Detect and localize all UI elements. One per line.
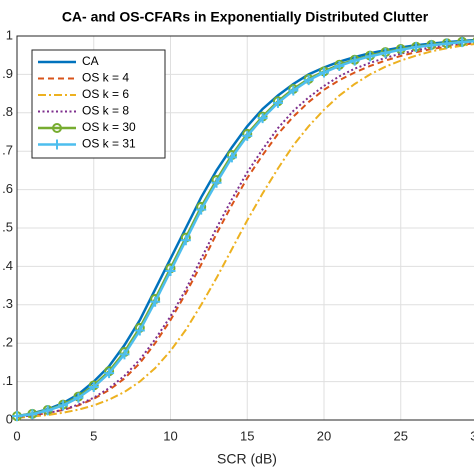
- marker: [334, 60, 345, 71]
- marker: [104, 368, 115, 379]
- marker: [27, 409, 38, 420]
- legend-label: OS k = 30: [82, 120, 136, 134]
- y-tick-label: .8: [2, 104, 13, 119]
- x-tick-label: 25: [394, 428, 408, 443]
- x-tick-label: 30: [470, 428, 474, 443]
- marker: [196, 204, 207, 215]
- line: [16, 42, 474, 418]
- y-tick-label: 1: [6, 27, 13, 42]
- marker: [119, 349, 130, 360]
- marker: [319, 67, 329, 78]
- legend-label: OS k = 8: [82, 104, 129, 118]
- marker: [380, 47, 391, 58]
- marker: [457, 37, 468, 48]
- x-tick-label: 10: [163, 428, 177, 443]
- x-tick-label: 20: [317, 428, 331, 443]
- y-tick-label: .4: [2, 258, 13, 273]
- chart-title: CA- and OS-CFARs in Exponentially Distri…: [62, 9, 429, 25]
- y-tick-label: .1: [2, 373, 13, 388]
- marker: [257, 113, 268, 124]
- marker: [411, 42, 422, 53]
- marker: [242, 130, 253, 141]
- y-tick-label: .6: [2, 181, 13, 196]
- y-tick-label: .3: [2, 296, 13, 311]
- marker: [303, 75, 314, 86]
- legend-label: OS k = 31: [82, 137, 136, 151]
- marker: [441, 38, 452, 49]
- marker: [165, 266, 176, 277]
- x-axis-label: SCR (dB): [217, 451, 277, 467]
- legend-label: CA: [82, 54, 99, 68]
- marker: [180, 235, 191, 246]
- x-tick-label: 0: [13, 428, 20, 443]
- marker: [211, 177, 222, 188]
- marker: [349, 55, 360, 66]
- marker: [42, 405, 53, 416]
- x-tick-label: 5: [90, 428, 97, 443]
- marker: [395, 44, 406, 55]
- line: [16, 43, 474, 419]
- marker: [426, 40, 437, 51]
- marker: [52, 123, 62, 133]
- y-tick-label: .5: [2, 219, 13, 234]
- marker: [73, 392, 84, 403]
- x-tick-label: 15: [240, 428, 254, 443]
- marker: [288, 85, 299, 96]
- marker: [365, 51, 376, 62]
- marker: [150, 296, 161, 307]
- marker: [52, 139, 62, 150]
- line: [16, 41, 474, 418]
- marker: [88, 381, 99, 392]
- marker: [58, 400, 69, 411]
- marker: [226, 152, 237, 163]
- legend-box: [31, 49, 166, 159]
- y-tick-label: .2: [2, 335, 13, 350]
- y-tick-label: .9: [2, 66, 13, 81]
- legend-label: OS k = 4: [82, 71, 129, 85]
- axes-box: [16, 35, 474, 421]
- marker: [134, 325, 145, 336]
- marker: [12, 411, 22, 422]
- y-tick-label: .7: [2, 143, 13, 158]
- marker: [272, 97, 283, 108]
- y-tick-label: 0: [6, 411, 13, 426]
- legend-label: OS k = 6: [82, 87, 129, 101]
